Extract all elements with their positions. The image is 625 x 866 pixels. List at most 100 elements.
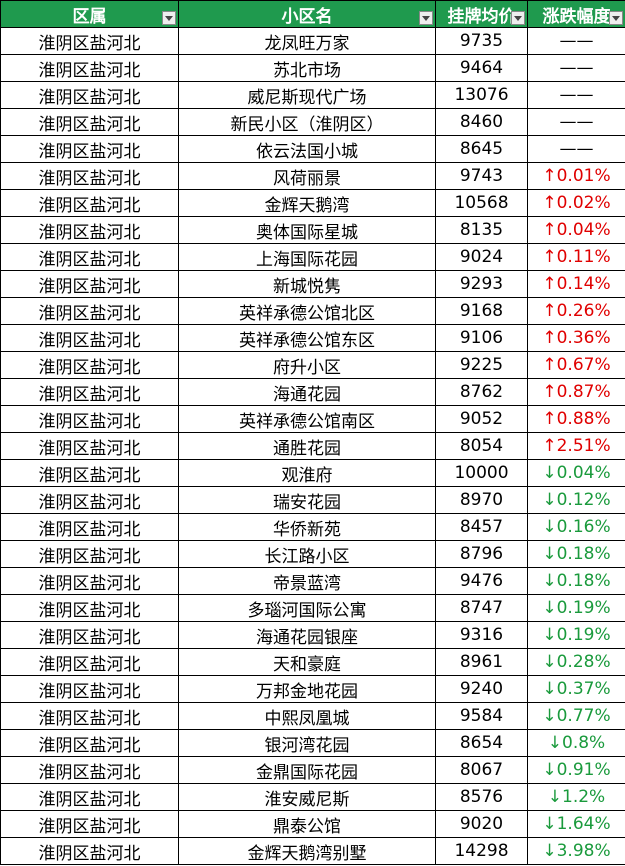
table-cell: 淮阴区盐河北 [0,27,179,55]
table-cell: ↑0.02% [527,189,625,217]
table-cell: 淮阴区盐河北 [0,432,179,460]
table-cell: 中熙凤凰城 [178,702,436,730]
table-cell: 新城悦隽 [178,270,436,298]
table-cell: 淮阴区盐河北 [0,486,179,514]
table-cell: 淮安威尼斯 [178,783,436,811]
table-cell: —— [527,54,625,82]
table-row: 淮阴区盐河北 府升小区 9225 ↑0.67% [0,351,625,379]
table-cell: 英祥承德公馆东区 [178,324,436,352]
table-cell: 淮阴区盐河北 [0,702,179,730]
table-cell: 8654 [435,729,528,757]
table-cell: ↑0.11% [527,243,625,271]
table-cell: 14298 [435,837,528,865]
table-row: 淮阴区盐河北 上海国际花园 9024 ↑0.11% [0,243,625,271]
table-cell: 淮阴区盐河北 [0,243,179,271]
table-cell: 长江路小区 [178,540,436,568]
table-cell: 8747 [435,594,528,622]
table-cell: 8460 [435,108,528,136]
table-cell: 8762 [435,378,528,406]
filter-dropdown[interactable] [511,11,525,25]
table-row: 淮阴区盐河北 观淮府 10000 ↓0.04% [0,459,625,487]
table-cell: 8645 [435,135,528,163]
table-cell: 淮阴区盐河北 [0,270,179,298]
table-cell: 上海国际花园 [178,243,436,271]
table-cell: 观淮府 [178,459,436,487]
table-cell: 淮阴区盐河北 [0,216,179,244]
table-cell: 风荷丽景 [178,162,436,190]
table-cell: 9024 [435,243,528,271]
table-cell: ↓0.37% [527,675,625,703]
table-row: 淮阴区盐河北 万邦金地花园 9240 ↓0.37% [0,675,625,703]
table-row: 淮阴区盐河北 威尼斯现代广场 13076 —— [0,81,625,109]
filter-dropdown[interactable] [419,11,433,25]
table-cell: 海通花园 [178,378,436,406]
table-cell: 淮阴区盐河北 [0,324,179,352]
table-row: 淮阴区盐河北 龙凤旺万家 9735 —— [0,27,625,55]
table-cell: ↑0.88% [527,405,625,433]
table-cell: ↑0.87% [527,378,625,406]
table-cell: 9240 [435,675,528,703]
table-cell: 通胜花园 [178,432,436,460]
table-cell: 淮阴区盐河北 [0,837,179,865]
table-cell: 9020 [435,810,528,838]
table-cell: ↑0.01% [527,162,625,190]
table-cell: 淮阴区盐河北 [0,378,179,406]
table-row: 淮阴区盐河北 金辉天鹅湾别墅 14298 ↓3.98% [0,837,625,865]
table-cell: 多瑙河国际公寓 [178,594,436,622]
table-cell: 10568 [435,189,528,217]
table-cell: 淮阴区盐河北 [0,783,179,811]
table-cell: 8054 [435,432,528,460]
table-row: 淮阴区盐河北 英祥承德公馆南区 9052 ↑0.88% [0,405,625,433]
table-cell: 依云法国小城 [178,135,436,163]
table-cell: 苏北市场 [178,54,436,82]
table-cell: 龙凤旺万家 [178,27,436,55]
table-row: 淮阴区盐河北 奥体国际星城 8135 ↑0.04% [0,216,625,244]
table-cell: ↑0.14% [527,270,625,298]
table-cell: 淮阴区盐河北 [0,810,179,838]
table-cell: 9052 [435,405,528,433]
table-cell: 9735 [435,27,528,55]
filter-dropdown[interactable] [609,11,623,25]
table-cell: 淮阴区盐河北 [0,648,179,676]
table-cell: ↓0.28% [527,648,625,676]
table-cell: ↓0.04% [527,459,625,487]
table-cell: ↓0.12% [527,486,625,514]
table-cell: —— [527,108,625,136]
table-cell: 淮阴区盐河北 [0,405,179,433]
table-cell: 金辉天鹅湾 [178,189,436,217]
header-cell: 区属 [0,0,179,28]
table-cell: 奥体国际星城 [178,216,436,244]
table-row: 淮阴区盐河北 鼎泰公馆 9020 ↓1.64% [0,810,625,838]
table-row: 淮阴区盐河北 海通花园 8762 ↑0.87% [0,378,625,406]
table-cell: 淮阴区盐河北 [0,675,179,703]
table-cell: 万邦金地花园 [178,675,436,703]
table-cell: 8796 [435,540,528,568]
table-cell: 8961 [435,648,528,676]
table-row: 淮阴区盐河北 金辉天鹅湾 10568 ↑0.02% [0,189,625,217]
table-row: 淮阴区盐河北 英祥承德公馆东区 9106 ↑0.36% [0,324,625,352]
filter-dropdown[interactable] [162,11,176,25]
table-cell: 天和豪庭 [178,648,436,676]
table-cell: 淮阴区盐河北 [0,189,179,217]
table-cell: 鼎泰公馆 [178,810,436,838]
table-row: 淮阴区盐河北 风荷丽景 9743 ↑0.01% [0,162,625,190]
table-cell: —— [527,135,625,163]
table-cell: 淮阴区盐河北 [0,162,179,190]
table-cell: ↑0.26% [527,297,625,325]
table-cell: 淮阴区盐河北 [0,351,179,379]
table-cell: ↓0.18% [527,567,625,595]
table-cell: 8067 [435,756,528,784]
table-cell: 金鼎国际花园 [178,756,436,784]
table-row: 淮阴区盐河北 苏北市场 9464 —— [0,54,625,82]
table-row: 淮阴区盐河北 英祥承德公馆北区 9168 ↑0.26% [0,297,625,325]
table-cell: ↓0.18% [527,540,625,568]
table-row: 淮阴区盐河北 瑞安花园 8970 ↓0.12% [0,486,625,514]
table-cell: —— [527,27,625,55]
table-cell: ↑2.51% [527,432,625,460]
table-cell: 9584 [435,702,528,730]
table-row: 淮阴区盐河北 新城悦隽 9293 ↑0.14% [0,270,625,298]
table-row: 淮阴区盐河北 海通花园银座 9316 ↓0.19% [0,621,625,649]
table-cell: 9168 [435,297,528,325]
table-cell: 瑞安花园 [178,486,436,514]
